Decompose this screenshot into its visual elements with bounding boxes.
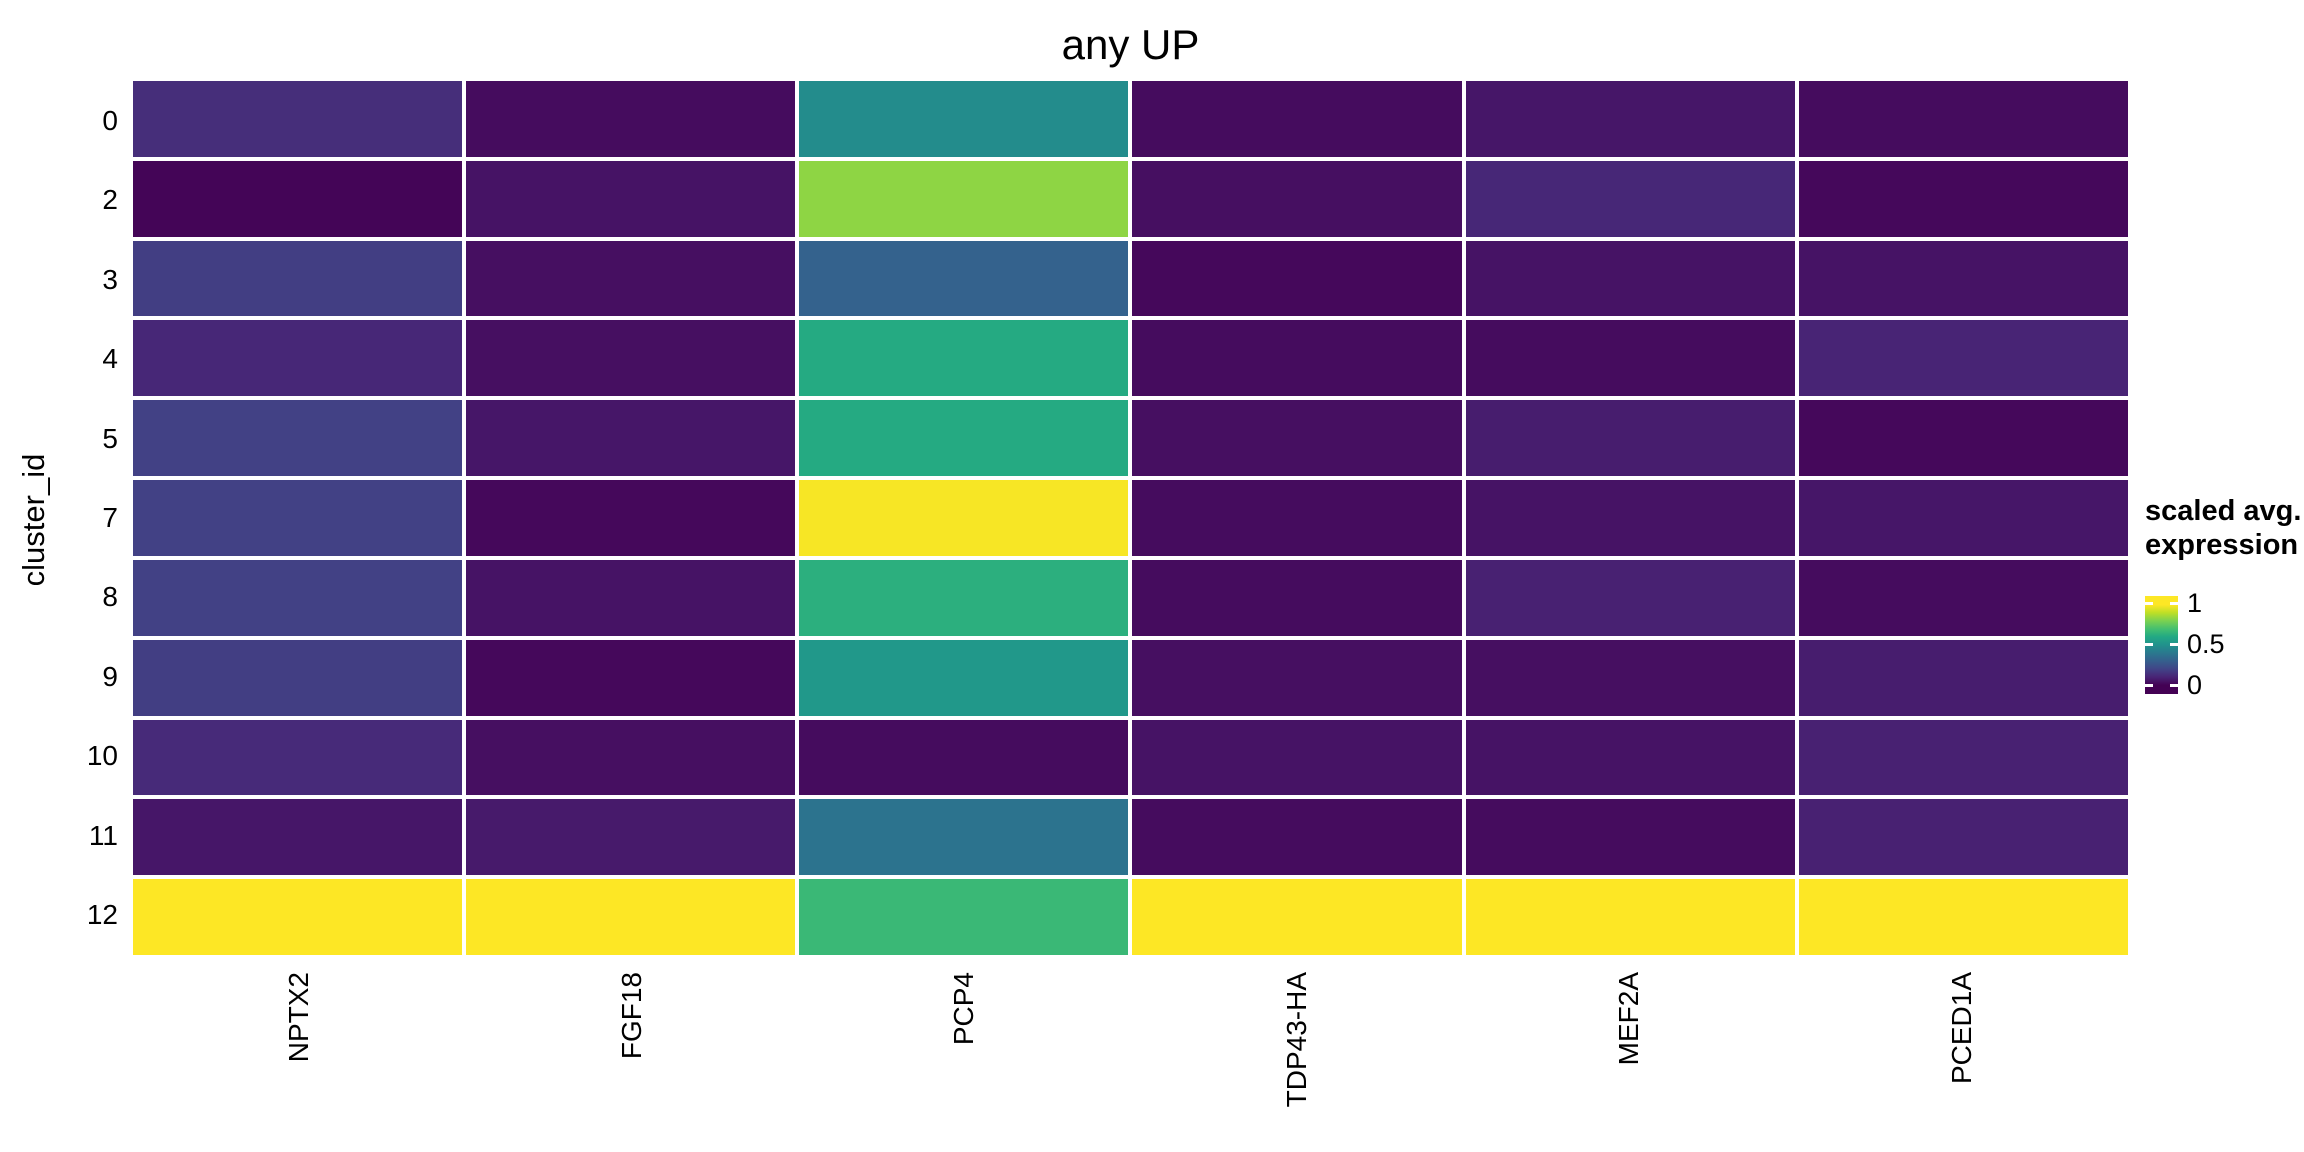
y-tick-label: 12 [86,899,118,931]
heatmap-cell [1798,559,2128,636]
y-tick-label: 9 [102,660,118,692]
y-tick-label: 11 [88,819,118,851]
heatmap-cell [1798,799,2128,876]
heatmap-cell [1798,81,2128,157]
heatmap-cell [1798,160,2128,237]
x-tick-label: NPTX2 [283,972,315,1063]
heatmap-grid [133,81,2128,955]
heatmap-cell [1132,799,1462,876]
heatmap-cell [1132,719,1462,796]
heatmap-cell [1132,240,1462,317]
heatmap-cell [1465,480,1795,556]
heatmap-cell [133,719,463,796]
heatmap-cell [1465,320,1795,397]
heatmap-cell [1132,160,1462,237]
heatmap-cell [1798,719,2128,796]
heatmap-cell [1465,719,1795,796]
heatmap-cell [1798,320,2128,397]
heatmap-cell [466,160,796,237]
heatmap-cell [1798,240,2128,317]
legend-tick-mark [2170,683,2178,687]
heatmap-cell [1132,559,1462,636]
heatmap-cell [466,799,796,876]
heatmap-cell [466,81,796,157]
legend-tick-label: 0.5 [2187,629,2225,659]
heatmap-cell [133,879,463,955]
x-tick-label: TDP43-HA [1280,972,1312,1108]
heatmap-cell [799,160,1129,237]
heatmap-cell [1465,400,1795,477]
legend-tick-mark [2170,642,2178,646]
legend-title-line-2: expression [2145,529,2299,561]
y-tick-label: 0 [102,104,118,136]
heatmap-cell [1132,639,1462,716]
plot-title: any UP [1061,21,1200,68]
heatmap-cell [799,559,1129,636]
legend-tick-mark [2145,642,2153,646]
heatmap-cell [133,81,463,157]
heatmap-cell [1132,400,1462,477]
heatmap-cell [1132,81,1462,157]
heatmap-cell [1465,879,1795,955]
heatmap-cell [133,160,463,237]
heatmap-cell [1465,81,1795,157]
heatmap-cell [1465,799,1795,876]
heatmap-cell [133,480,463,556]
heatmap-cell [799,400,1129,477]
legend-tick-mark [2145,683,2153,687]
heatmap-cell [466,719,796,796]
heatmap-cell [466,320,796,397]
heatmap-cell [799,639,1129,716]
heatmap-cell [1465,240,1795,317]
heatmap-cell [799,799,1129,876]
heatmap-cell [133,400,463,477]
x-tick-label: MEF2A [1613,972,1645,1066]
y-tick-label: 4 [102,343,118,375]
heatmap-cell [799,480,1129,556]
heatmap-cell [1132,480,1462,556]
heatmap-cell [133,320,463,397]
heatmap-cell [466,480,796,556]
heatmap-cell [799,240,1129,317]
x-tick-label: FGF18 [615,972,647,1060]
x-tick-label: PCP4 [948,972,980,1046]
heatmap-cell [1798,480,2128,556]
heatmap-cell [133,639,463,716]
y-tick-label: 10 [86,740,118,772]
legend-tick-label: 0 [2187,670,2203,700]
legend-colorbar: 1 0.5 0 [2145,588,2225,700]
heatmap-cell [1798,639,2128,716]
legend-title-line-1: scaled avg. [2145,495,2302,527]
heatmap-cell [466,639,796,716]
heatmap-cell [799,320,1129,397]
heatmap-cell [133,799,463,876]
legend-tick-label: 1 [2187,588,2203,618]
legend: scaled avg. expression 1 0.5 0 [2145,494,2303,700]
y-tick-label: 3 [102,263,118,295]
heatmap-cell [466,400,796,477]
heatmap-cell [1798,400,2128,477]
heatmap-cell [466,879,796,955]
heatmap-cell [133,559,463,636]
y-tick-label: 5 [102,422,118,454]
y-tick-label: 7 [102,501,118,533]
heatmap-cell [1798,879,2128,955]
heatmap-cell [466,559,796,636]
heatmap-cell [1465,559,1795,636]
heatmap-cell [799,719,1129,796]
x-tick-label: PCED1A [1945,972,1977,1085]
heatmap-cell [799,879,1129,955]
heatmap-cell [1132,879,1462,955]
y-tick-label: 2 [102,184,118,216]
heatmap-cell [799,81,1129,157]
heatmap-cell [1132,320,1462,397]
legend-tick-mark [2145,601,2153,605]
heatmap-cell [1465,160,1795,237]
y-tick-label: 8 [102,581,118,613]
heatmap-cell [133,240,463,317]
heatmap-cell [466,240,796,317]
legend-tick-mark [2170,601,2178,605]
heatmap-cell [1465,639,1795,716]
